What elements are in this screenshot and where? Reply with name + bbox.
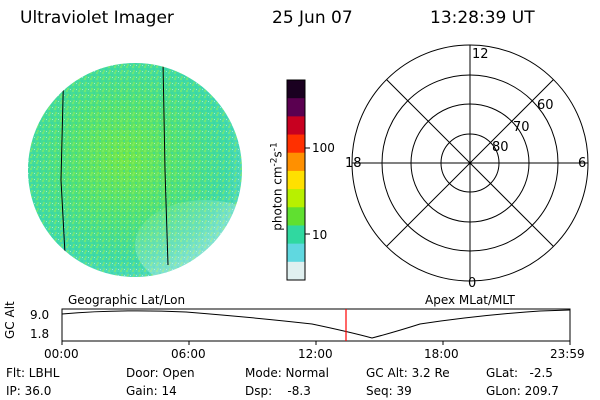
status-dsp: Dsp: -8.3 [245, 384, 311, 398]
colorbar-tick-10: 10 [312, 228, 328, 242]
altitude-tick-low: 1.8 [30, 327, 50, 341]
uv-image-disk [28, 63, 242, 277]
colorbar-segment [287, 261, 305, 281]
colorbar-segment [287, 80, 305, 99]
status-glat: GLat: -2.5 [486, 366, 553, 380]
colorbar-segment [287, 98, 305, 117]
time-tick-1200: 12:00 [298, 347, 333, 361]
colorbar-border [286, 79, 306, 281]
mlt-label-0: 0 [468, 276, 477, 291]
status-filter: Flt: LBHL [6, 366, 60, 380]
status-glon: GLon: 209.7 [486, 384, 559, 398]
mlt-label-6: 6 [578, 156, 587, 171]
time-tick-0000: 00:00 [44, 347, 79, 361]
mlat-label-60: 60 [537, 98, 554, 113]
altitude-ylabel: GC Alt [3, 301, 17, 339]
colorbar-segment [287, 152, 305, 172]
mlat-label-70: 70 [513, 120, 530, 135]
colorbar-segment [287, 116, 305, 136]
colorbar-segment [287, 134, 305, 154]
status-gc-alt: GC Alt: 3.2 Re [366, 366, 450, 380]
time-label: 13:28:39 UT [430, 8, 535, 28]
time-tick-2359: 23:59 [550, 347, 585, 361]
colorbar-segment [287, 225, 305, 245]
colorbar-segment [287, 189, 305, 208]
color-scale-bar [286, 79, 310, 281]
colorbar-tick-100: 100 [312, 141, 335, 155]
colorbar-segment [287, 170, 305, 190]
date-label: 25 Jun 07 [272, 8, 353, 28]
time-tick-1800: 18:00 [424, 347, 459, 361]
status-mode: Mode: Normal [245, 366, 329, 380]
apex-frame-label: Apex MLat/MLT [425, 293, 515, 307]
altitude-plot [61, 308, 571, 345]
colorbar-unit-label: photon cm-2s-1 [269, 142, 285, 231]
colorbar-segment [287, 207, 305, 226]
geographic-frame-label: Geographic Lat/Lon [68, 293, 186, 307]
status-door: Door: Open [126, 366, 195, 380]
altitude-tick-high: 9.0 [30, 308, 50, 322]
status-ip: IP: 36.0 [6, 384, 52, 398]
mlat-label-80: 80 [492, 140, 509, 155]
time-tick-0600: 06:00 [171, 347, 206, 361]
status-gain: Gain: 14 [126, 384, 177, 398]
mlt-label-12: 12 [472, 47, 489, 62]
status-seq: Seq: 39 [366, 384, 412, 398]
colorbar-segment [287, 243, 305, 263]
polar-grid [351, 44, 589, 282]
mlt-label-18: 18 [345, 156, 362, 171]
instrument-title: Ultraviolet Imager [20, 8, 174, 28]
